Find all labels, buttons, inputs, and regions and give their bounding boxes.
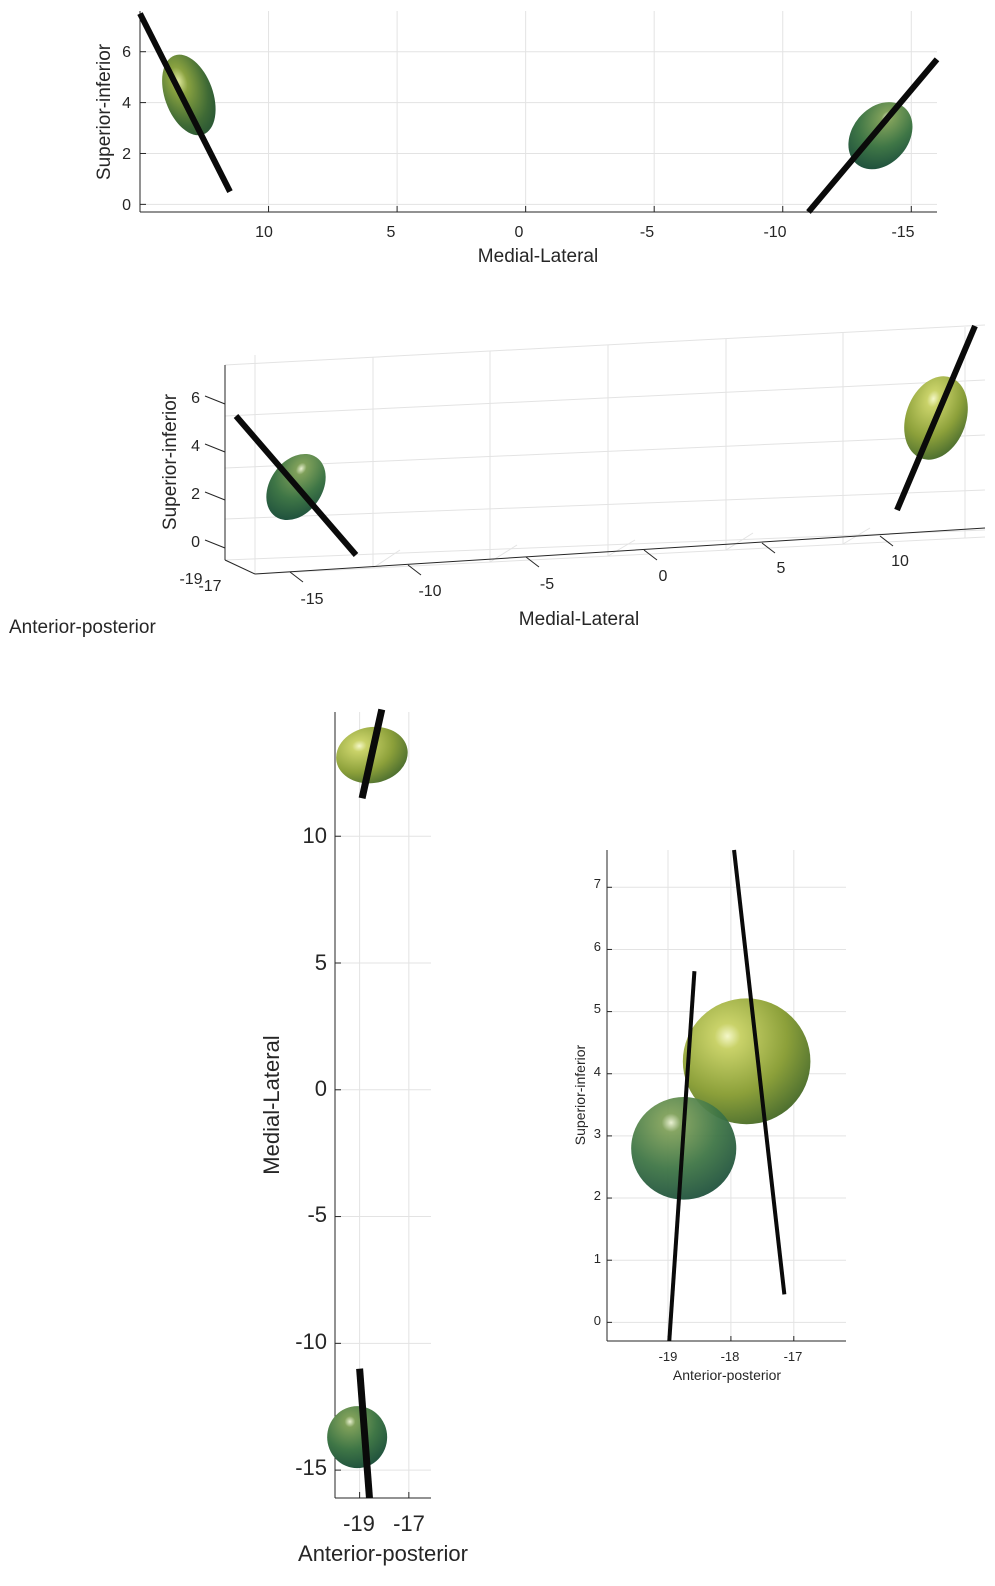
ellipsoid (848, 102, 913, 170)
tick-label: 6 (191, 390, 200, 407)
tick-label: 4 (191, 438, 200, 455)
tick-label: 3 (594, 1126, 601, 1141)
tick-label: 0 (515, 224, 524, 241)
tick-label: -15 (891, 224, 914, 241)
x-axis-label: Medial-Lateral (478, 246, 598, 267)
tick-label: 2 (122, 146, 131, 163)
ellipsoid-axis-line (667, 971, 697, 1342)
ellipsoid (162, 54, 216, 136)
y-axis-label: Superior-inferior (94, 43, 115, 180)
tick-label: -19 (659, 1349, 678, 1364)
perspective-view-labels: -15 -10 -5 0 5 10 0 2 4 6 -19 -17 Medial… (9, 390, 909, 638)
ellipsoid-axis-line (137, 12, 233, 193)
ellipsoid (327, 1406, 388, 1469)
tick-label: 2 (191, 486, 200, 503)
tick-label: -17 (393, 1511, 425, 1536)
y-axis-label: Superior-inferior (572, 1044, 588, 1145)
tick-label: 1 (594, 1251, 601, 1266)
perspective-grid (224, 324, 986, 575)
x-axis-label: Anterior-posterior (298, 1541, 468, 1566)
y-axis-label: Medial-Lateral (259, 1035, 284, 1174)
tick-label: -18 (721, 1349, 740, 1364)
y-axis-label: Superior-inferior (160, 393, 181, 530)
tick-label: -19 (179, 571, 202, 588)
tick-label: 10 (255, 224, 273, 241)
tick-label: -17 (784, 1349, 803, 1364)
tick-label: -5 (540, 576, 554, 593)
perspective-ap-axis (224, 559, 256, 575)
tick-label: 4 (594, 1064, 601, 1079)
tick-label: -19 (343, 1511, 375, 1536)
tick-label: 0 (122, 197, 131, 214)
perspective-axis-line-right (894, 324, 978, 512)
tick-label: 5 (387, 224, 396, 241)
tick-label: 2 (594, 1188, 601, 1203)
tick-label: 7 (594, 876, 601, 891)
side-view-axes (606, 849, 846, 1342)
tick-label: -17 (198, 578, 221, 595)
tick-label: -15 (295, 1455, 327, 1480)
tick-label: 5 (315, 950, 327, 975)
front-view-axes (137, 11, 940, 214)
top-view-labels: -19 -17 10 5 0 -5 -10 -15 Anterior-poste… (259, 823, 468, 1566)
tick-label: -10 (295, 1329, 327, 1354)
perspective-ml-axis (254, 527, 986, 575)
tick-label: 4 (122, 95, 131, 112)
tick-label: -5 (640, 224, 654, 241)
x-axis-label: Medial-Lateral (519, 609, 639, 630)
tick-label: -10 (418, 583, 441, 600)
tick-label: 6 (594, 939, 601, 954)
ellipsoid-axis-line (358, 708, 386, 799)
tick-label: 5 (777, 560, 786, 577)
front-view-labels: 10 5 0 -5 -10 -15 0 2 4 6 Medial-Lateral… (94, 43, 915, 267)
ellipsoid (682, 998, 811, 1125)
tick-label: -10 (763, 224, 786, 241)
tick-label: 10 (303, 823, 327, 848)
tick-label: 6 (122, 44, 131, 61)
perspective-axis-line-left (233, 414, 359, 557)
tick-label: 10 (891, 553, 909, 570)
tick-label: 0 (659, 568, 668, 585)
tick-label: -5 (307, 1202, 327, 1227)
tick-label: 0 (315, 1076, 327, 1101)
top-view-axes (327, 708, 431, 1499)
z-axis-label: Anterior-posterior (9, 617, 156, 638)
ellipsoid-axis-line (356, 1368, 373, 1499)
side-view-labels: -19 -18 -17 0 1 2 3 4 5 6 7 Anterior-pos… (572, 876, 802, 1383)
ellipsoid-axis-line (732, 849, 787, 1295)
tick-label: -15 (300, 591, 323, 608)
ellipsoid-axis-line (806, 57, 940, 214)
x-axis-label: Anterior-posterior (673, 1367, 781, 1383)
tick-label: 0 (594, 1313, 601, 1328)
tick-label: 0 (191, 534, 200, 551)
perspective-view-axes (204, 324, 986, 583)
tick-label: 5 (594, 1001, 601, 1016)
